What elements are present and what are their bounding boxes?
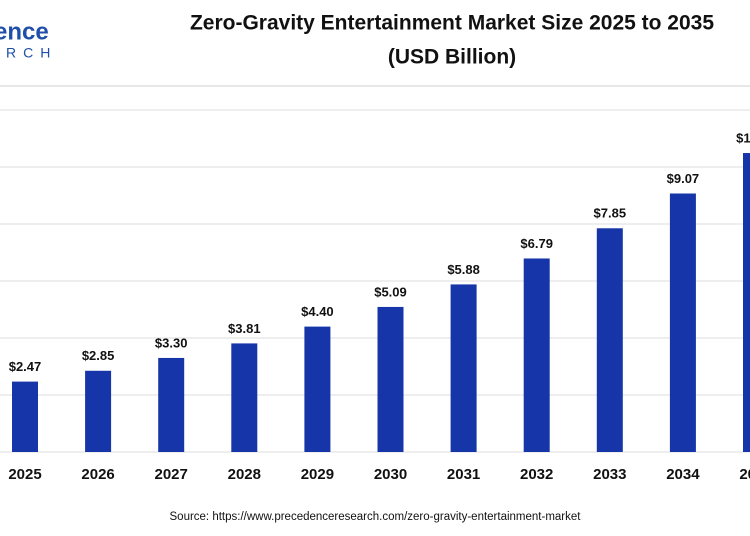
chart-title: Zero-Gravity Entertainment Market Size 2… — [190, 12, 714, 35]
bar — [377, 306, 404, 452]
bar — [158, 357, 185, 452]
bar — [85, 370, 112, 452]
value-label: $7.85 — [594, 206, 627, 221]
x-tick-label: 2030 — [374, 466, 407, 483]
bar — [743, 153, 750, 452]
x-tick-label: 2027 — [155, 466, 188, 483]
bar — [523, 258, 550, 452]
value-label: $5.88 — [447, 262, 480, 277]
value-label: $5.09 — [374, 284, 407, 299]
value-label: $2.85 — [82, 348, 115, 363]
x-tick-label: 2033 — [593, 466, 626, 483]
x-tick-label: 2032 — [520, 466, 553, 483]
bar — [304, 326, 331, 452]
x-tick-label: 2035 — [739, 466, 750, 483]
bar — [596, 228, 623, 452]
value-label: $4.40 — [301, 304, 334, 319]
value-label: $3.81 — [228, 321, 261, 336]
logo-text: ence — [0, 18, 49, 45]
source: Source: https://www.precedenceresearch.c… — [170, 511, 582, 523]
x-tick-label: 2026 — [81, 466, 114, 483]
bar — [669, 193, 696, 452]
value-label: $2.47 — [9, 359, 42, 374]
value-label: $6.79 — [520, 236, 553, 251]
bar — [12, 381, 38, 452]
x-tick-label: 2028 — [228, 466, 261, 483]
bar — [450, 284, 477, 452]
x-tick-label: 2031 — [447, 466, 480, 483]
chart-subtitle: (USD Billion) — [388, 46, 516, 69]
x-tick-label: 2025 — [8, 466, 41, 483]
x-tick-label: 2034 — [666, 466, 700, 483]
bar — [231, 343, 258, 452]
value-label: $3.30 — [155, 335, 188, 350]
logo-subtext: RCH — [6, 45, 57, 61]
x-tick-label: 2029 — [301, 466, 334, 483]
value-label: $9.07 — [667, 171, 700, 186]
value-label: $10.49 — [736, 130, 750, 145]
